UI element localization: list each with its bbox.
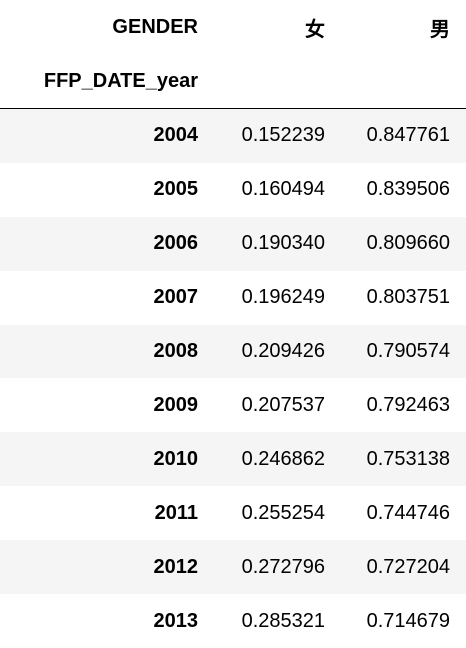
index-cell: 2007	[153, 286, 199, 309]
value-cell: 0.792463	[366, 393, 450, 416]
table-row: 2011 0.255254 0.744746	[0, 486, 466, 540]
columns-name: GENDER	[112, 15, 198, 38]
value-cell: 0.196249	[241, 286, 325, 309]
value-cell: 0.255254	[241, 501, 325, 524]
table-row: 2008 0.209426 0.790574	[0, 324, 466, 379]
value-cell: 0.272796	[241, 555, 325, 578]
value-cell: 0.160494	[241, 178, 325, 201]
header-row: GENDER 女 男	[0, 0, 466, 54]
table-row: 2009 0.207537 0.792463	[0, 379, 466, 433]
table-row: 2007 0.196249 0.803751	[0, 271, 466, 325]
index-cell: 2011	[154, 501, 198, 524]
value-cell: 0.839506	[366, 178, 450, 201]
value-cell: 0.209426	[241, 340, 325, 363]
value-cell: 0.809660	[366, 232, 450, 255]
value-cell: 0.152239	[241, 124, 325, 147]
value-cell: 0.207537	[241, 393, 325, 416]
index-cell: 2012	[153, 555, 199, 578]
header-rule	[0, 108, 466, 109]
value-cell: 0.790574	[366, 340, 450, 363]
value-cell: 0.285321	[241, 609, 325, 632]
table-row: 2010 0.246862 0.753138	[0, 432, 466, 487]
value-cell: 0.753138	[366, 447, 450, 470]
index-name: FFP_DATE_year	[43, 69, 198, 92]
index-cell: 2013	[153, 609, 199, 632]
value-cell: 0.744746	[366, 501, 450, 524]
column-header: 男	[430, 18, 450, 41]
value-cell: 0.803751	[366, 286, 450, 309]
index-cell: 2009	[153, 393, 199, 416]
table-row: 2012 0.272796 0.727204	[0, 540, 466, 595]
index-cell: 2008	[153, 340, 199, 363]
value-cell: 0.847761	[366, 124, 450, 147]
value-cell: 0.246862	[241, 447, 325, 470]
table-row: 2004 0.152239 0.847761	[0, 109, 466, 163]
value-cell: 0.714679	[366, 609, 450, 632]
index-cell: 2010	[153, 447, 199, 470]
table-row: 2013 0.285321 0.714679	[0, 594, 466, 648]
index-cell: 2005	[153, 178, 199, 201]
index-cell: 2006	[153, 232, 199, 255]
value-cell: 0.727204	[366, 555, 450, 578]
index-cell: 2004	[153, 124, 199, 147]
value-cell: 0.190340	[241, 232, 325, 255]
table-row: 2005 0.160494 0.839506	[0, 163, 466, 217]
table-row: 2006 0.190340 0.809660	[0, 216, 466, 271]
column-header: 女	[305, 18, 325, 41]
index-header-row: FFP_DATE_year	[0, 54, 466, 108]
